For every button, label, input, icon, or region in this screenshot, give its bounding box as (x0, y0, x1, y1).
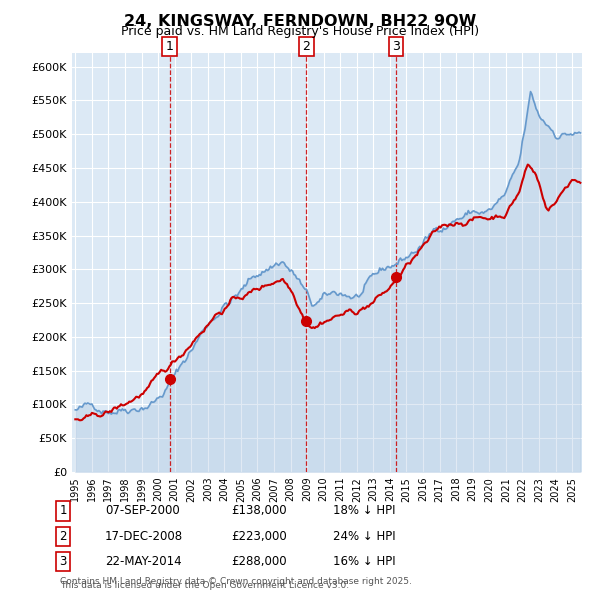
Text: 3: 3 (59, 555, 67, 568)
Text: 24, KINGSWAY, FERNDOWN, BH22 9QW: 24, KINGSWAY, FERNDOWN, BH22 9QW (124, 14, 476, 28)
Text: 1: 1 (166, 40, 173, 53)
Text: £223,000: £223,000 (231, 530, 287, 543)
Text: 22-MAY-2014: 22-MAY-2014 (105, 555, 182, 568)
Text: 16% ↓ HPI: 16% ↓ HPI (333, 555, 395, 568)
Text: £138,000: £138,000 (231, 504, 287, 517)
Text: Price paid vs. HM Land Registry's House Price Index (HPI): Price paid vs. HM Land Registry's House … (121, 25, 479, 38)
Text: 3: 3 (392, 40, 400, 53)
Text: 2: 2 (302, 40, 310, 53)
Text: 24% ↓ HPI: 24% ↓ HPI (333, 530, 395, 543)
Text: £288,000: £288,000 (231, 555, 287, 568)
Text: 18% ↓ HPI: 18% ↓ HPI (333, 504, 395, 517)
Text: Contains HM Land Registry data © Crown copyright and database right 2025.: Contains HM Land Registry data © Crown c… (60, 577, 412, 586)
Text: 2: 2 (59, 530, 67, 543)
Text: 07-SEP-2000: 07-SEP-2000 (105, 504, 180, 517)
Text: This data is licensed under the Open Government Licence v3.0.: This data is licensed under the Open Gov… (60, 581, 349, 590)
Text: 17-DEC-2008: 17-DEC-2008 (105, 530, 183, 543)
Text: 1: 1 (59, 504, 67, 517)
